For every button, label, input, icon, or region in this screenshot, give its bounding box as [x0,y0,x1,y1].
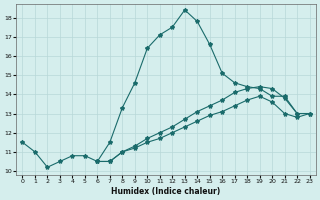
X-axis label: Humidex (Indice chaleur): Humidex (Indice chaleur) [111,187,221,196]
